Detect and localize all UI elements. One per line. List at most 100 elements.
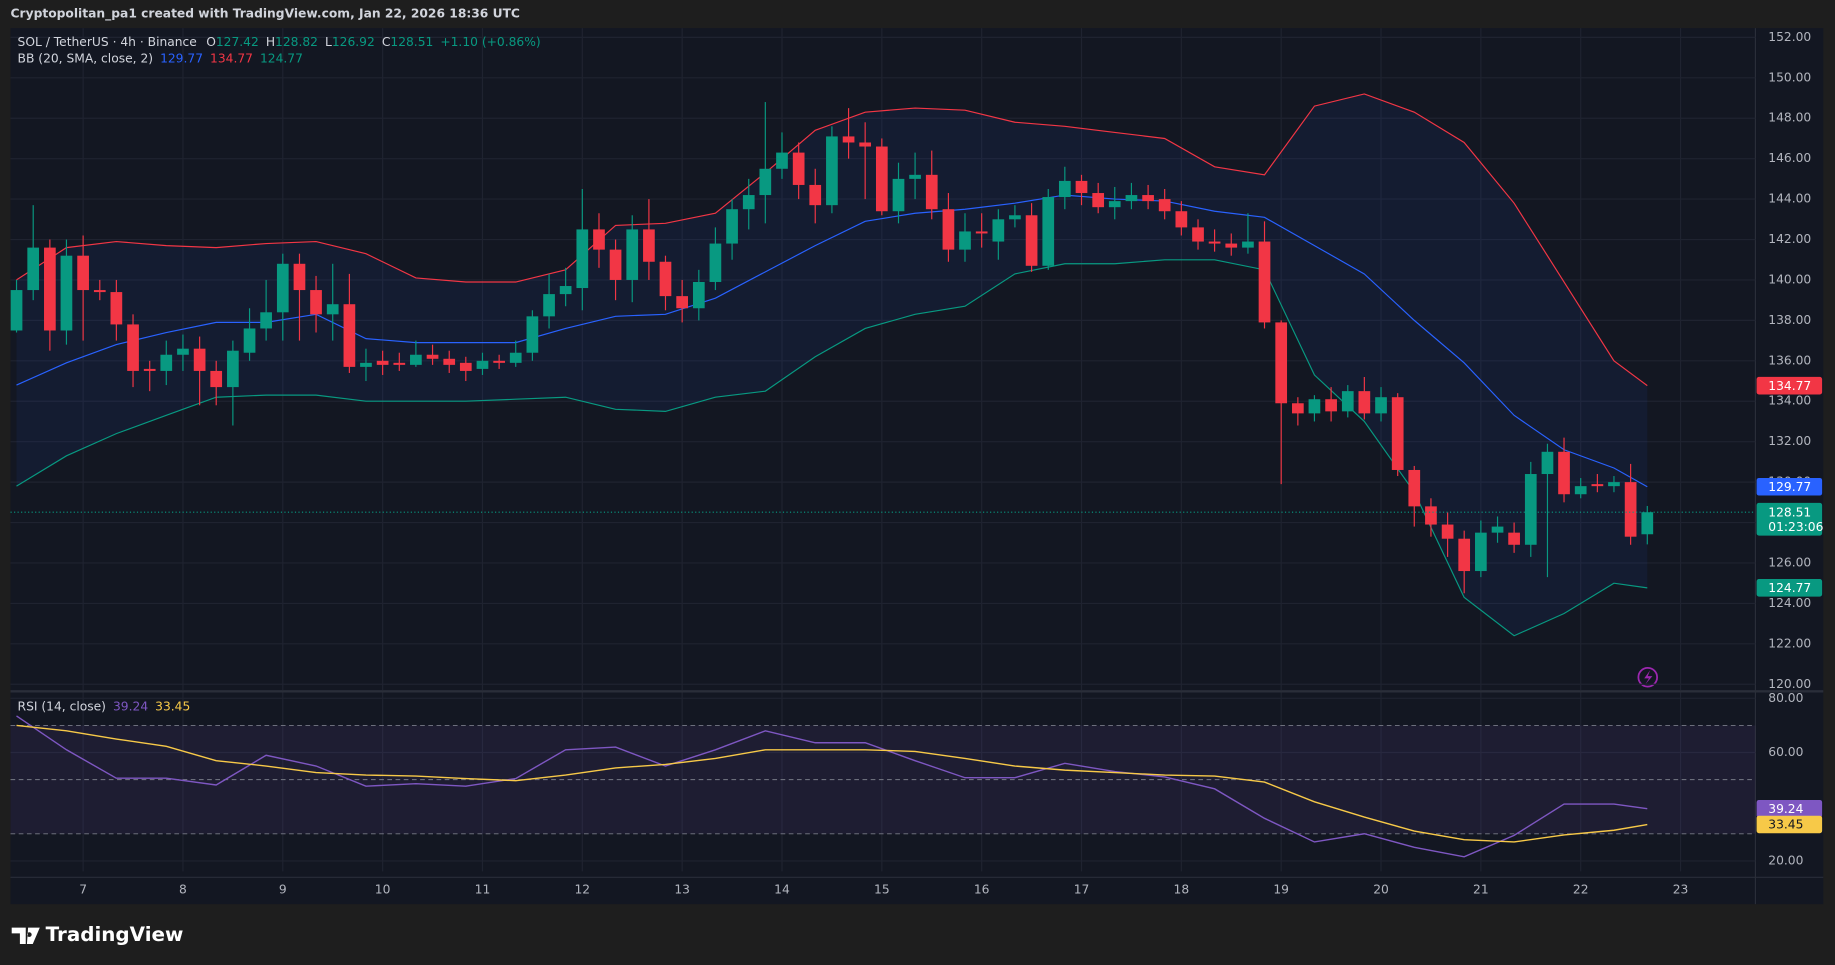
candle-body bbox=[276, 263, 289, 313]
candle-body bbox=[759, 168, 772, 196]
x-tick-label: 15 bbox=[874, 883, 890, 897]
candle-body bbox=[1375, 397, 1387, 414]
candle-body bbox=[1158, 199, 1171, 212]
indicator-title: BB (20, SMA, close, 2) bbox=[18, 51, 154, 65]
value-tag: 33.45 bbox=[1768, 818, 1803, 832]
band-line bbox=[16, 93, 1648, 387]
candle-body bbox=[393, 362, 406, 365]
price-tag-bg bbox=[1756, 477, 1823, 496]
y-tick-label: 132.00 bbox=[1768, 434, 1811, 448]
ohlc-label: C bbox=[382, 35, 391, 49]
watermark: Cryptopolitan_pa1 created with TradingVi… bbox=[11, 7, 520, 22]
candle-body bbox=[826, 136, 838, 206]
candle-body bbox=[593, 229, 605, 250]
y-tick-label: 144.00 bbox=[1768, 192, 1811, 206]
candle-body bbox=[1508, 532, 1520, 545]
candle-body bbox=[326, 304, 339, 315]
ohlc-value: 128.82 bbox=[275, 35, 318, 49]
candle-body bbox=[60, 255, 73, 331]
candle-body bbox=[1608, 482, 1620, 487]
candle-body bbox=[975, 231, 988, 234]
price-tag-bg bbox=[1756, 579, 1823, 597]
last-price-tag: 128.51 bbox=[1768, 505, 1811, 519]
y-tick-label: 142.00 bbox=[1768, 232, 1811, 246]
candle-body bbox=[792, 152, 805, 185]
candle-body bbox=[1175, 211, 1188, 228]
candle-body bbox=[77, 255, 89, 291]
price-tag: 134.77 bbox=[1768, 379, 1811, 393]
y-tick-label: 122.00 bbox=[1768, 636, 1811, 650]
candle-body bbox=[942, 209, 955, 250]
y-tick-label: 140.00 bbox=[1768, 272, 1811, 286]
x-tick-label: 22 bbox=[1573, 883, 1589, 897]
candle-body bbox=[726, 209, 738, 244]
candle-body bbox=[193, 348, 206, 371]
last-price-tag-bg bbox=[1756, 502, 1823, 536]
candle-body bbox=[559, 286, 572, 295]
legend: BB (20, SMA, close, 2) 129.77 134.77 124.77 bbox=[18, 51, 303, 65]
value-tag-bg bbox=[1756, 799, 1823, 818]
alert-icon[interactable] bbox=[1637, 667, 1658, 688]
y-tick-label: 80.00 bbox=[1768, 691, 1803, 705]
candle-body bbox=[1441, 524, 1454, 539]
change: +1.10 (+0.86%) bbox=[440, 35, 540, 49]
candle-body bbox=[1358, 391, 1371, 414]
price-tag-bg bbox=[1756, 376, 1823, 395]
x-tick-label: 23 bbox=[1673, 883, 1689, 897]
candle-body bbox=[809, 184, 822, 206]
candle-body bbox=[1075, 180, 1088, 194]
y-tick-label: 152.00 bbox=[1768, 30, 1811, 44]
candle-body bbox=[576, 229, 589, 289]
candle-body bbox=[709, 243, 722, 282]
candle-body bbox=[459, 362, 472, 371]
candle-body bbox=[426, 354, 439, 359]
candle-body bbox=[543, 294, 555, 317]
candle-body bbox=[27, 247, 40, 291]
candle-body bbox=[1391, 397, 1404, 470]
x-tick-label: 17 bbox=[1074, 883, 1090, 897]
candle-body bbox=[93, 290, 106, 293]
candle-body bbox=[493, 360, 505, 363]
candle-body bbox=[1341, 391, 1354, 412]
candle-body bbox=[410, 354, 422, 365]
candle-body bbox=[1208, 241, 1221, 244]
ohlc-label: L bbox=[325, 35, 332, 49]
candle-body bbox=[1458, 538, 1471, 572]
candle-body bbox=[476, 360, 489, 369]
candle-body bbox=[776, 152, 788, 169]
candle-body bbox=[609, 249, 622, 280]
value-tag-bg bbox=[1756, 815, 1823, 834]
candle-body bbox=[643, 229, 655, 262]
y-tick-label: 150.00 bbox=[1768, 70, 1811, 84]
x-tick-label: 11 bbox=[475, 883, 491, 897]
candle-body bbox=[892, 178, 905, 212]
x-tick-label: 21 bbox=[1473, 883, 1489, 897]
candle-body bbox=[842, 136, 855, 143]
indicator-value: 134.77 bbox=[210, 51, 253, 65]
candle-body bbox=[260, 312, 272, 329]
candle-body bbox=[1325, 399, 1337, 412]
price-tag: 129.77 bbox=[1768, 480, 1811, 494]
candle-body bbox=[626, 229, 639, 280]
candle-body bbox=[1058, 180, 1071, 198]
candle-body bbox=[676, 296, 689, 309]
indicator-value: 33.45 bbox=[155, 699, 190, 713]
x-tick-label: 7 bbox=[79, 883, 87, 897]
x-tick-label: 9 bbox=[279, 883, 287, 897]
x-tick-label: 19 bbox=[1273, 883, 1289, 897]
candle-body bbox=[859, 142, 872, 147]
candle-body bbox=[509, 352, 522, 363]
candle-body bbox=[875, 146, 888, 212]
candle-body bbox=[909, 174, 921, 179]
candle-body bbox=[1541, 451, 1554, 475]
x-tick-label: 8 bbox=[179, 883, 187, 897]
candle-body bbox=[1225, 243, 1238, 248]
x-tick-label: 13 bbox=[674, 883, 690, 897]
candle-body bbox=[992, 219, 1005, 242]
band-line bbox=[16, 259, 1648, 637]
candle-body bbox=[1009, 215, 1021, 220]
footer-logo[interactable]: TradingView bbox=[11, 923, 184, 946]
y-tick-label: 146.00 bbox=[1768, 151, 1811, 165]
candle-body bbox=[925, 174, 938, 210]
